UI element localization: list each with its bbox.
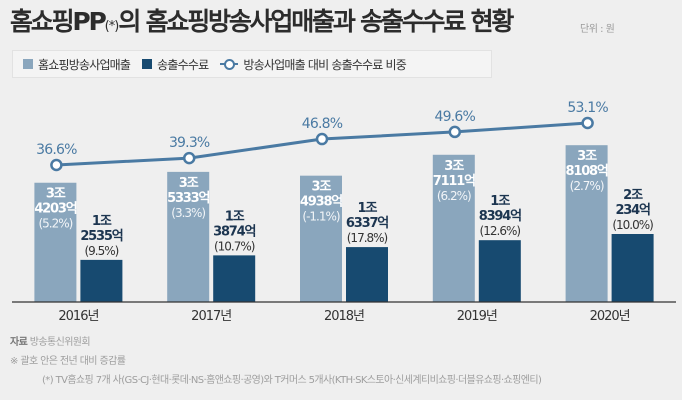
- ratio-label: 46.8%: [302, 116, 343, 132]
- legend: 홈쇼핑방송사업매출 송출수수료 방송사업매출 대비 송출수수료 비중: [12, 50, 492, 78]
- legend-item-fee: 송출수수료: [142, 56, 209, 73]
- source-label: 자료: [10, 337, 28, 348]
- note-line: ※ 괄호 안은 전년 대비 증감률: [10, 352, 126, 367]
- bar-label-fee-pct: (10.7%): [214, 239, 255, 253]
- source-text: 방송통신위원회: [29, 337, 91, 348]
- ratio-label: 49.6%: [435, 109, 476, 125]
- bar-label-fee-pct: (10.0%): [612, 218, 653, 232]
- bar-label-revenue-mid: 4203억: [34, 202, 76, 217]
- x-tick-label: 2016년: [58, 309, 98, 324]
- ratio-point: [50, 158, 63, 172]
- bar-label-fee-pct: (17.8%): [347, 231, 388, 245]
- footnote: (*) TV홈쇼핑 7개 사(GS·CJ·현대·롯데·NS·홈앤쇼핑·공영)와 …: [42, 375, 542, 386]
- bar-label-revenue-top: 3조: [577, 149, 597, 164]
- bar-label-fee-top: 1조: [490, 194, 510, 209]
- ratio-label: 36.6%: [36, 142, 77, 158]
- unit-label: 단위 : 원: [580, 24, 615, 35]
- bar-fee: [611, 234, 654, 302]
- bar-label-revenue-top: 3조: [444, 159, 464, 174]
- bar-fee: [346, 247, 388, 302]
- ratio-point: [182, 151, 196, 165]
- x-tick-label: 2020년: [590, 309, 630, 324]
- chart-title: 홈쇼핑PP(*)의 홈쇼핑방송사업매출과 송출수수료 현황: [10, 2, 514, 38]
- bar-revenue: [565, 145, 608, 302]
- bar-label-revenue-pct: (-1.1%): [302, 210, 339, 224]
- bar-label-revenue-pct: (3.3%): [171, 206, 205, 220]
- bar-label-fee-mid: 2535억: [80, 229, 122, 244]
- bar-label-fee-pct: (9.5%): [84, 244, 118, 258]
- bar-label-fee-mid: 234억: [615, 203, 650, 218]
- bar-label-revenue-top: 3조: [46, 187, 66, 202]
- bar-revenue: [167, 171, 210, 302]
- legend-label: 홈쇼핑방송사업매출: [38, 57, 131, 72]
- ratio-point: [448, 125, 462, 139]
- bar-label-fee-top: 1조: [357, 201, 377, 216]
- ratio-label: 39.3%: [169, 135, 210, 151]
- line-marker-icon: [220, 59, 239, 70]
- bar-label-fee-top: 1조: [92, 214, 112, 229]
- bar-label-revenue-mid: 7111억: [433, 174, 475, 189]
- title-asterisk: (*): [104, 19, 120, 34]
- bar-label-fee-mid: 8394억: [479, 209, 521, 224]
- bar-label-revenue-pct: (6.2%): [437, 189, 471, 203]
- bar-label-fee-top: 1조: [225, 209, 245, 224]
- bar-label-revenue-mid: 5333억: [167, 191, 209, 206]
- bar-label-revenue-top: 3조: [179, 176, 199, 191]
- legend-swatch-revenue: [23, 59, 33, 69]
- bar-label-revenue-pct: (2.7%): [570, 179, 604, 193]
- ratio-point: [315, 132, 329, 146]
- bar-label-revenue-pct: (5.2%): [38, 217, 72, 231]
- legend-item-revenue: 홈쇼핑방송사업매출: [23, 56, 131, 73]
- bar-fee: [80, 259, 123, 302]
- title-main: 홈쇼핑PP: [10, 7, 107, 36]
- bar-fee: [478, 240, 521, 302]
- bar-label-revenue-top: 3조: [311, 180, 331, 195]
- bar-fee: [213, 255, 256, 302]
- x-tick-label: 2019년: [457, 309, 497, 324]
- ratio-label: 53.1%: [567, 100, 608, 116]
- x-tick-label: 2018년: [324, 309, 364, 324]
- bar-revenue: [432, 154, 475, 302]
- x-tick-label: 2017년: [191, 309, 231, 324]
- note-mark: ※: [10, 356, 18, 367]
- bar-revenue: [300, 175, 342, 302]
- legend-swatch-fee: [142, 59, 153, 69]
- ratio-point: [581, 116, 594, 130]
- bar-label-fee-mid: 3874억: [213, 224, 255, 239]
- bar-revenue: [34, 182, 77, 302]
- bar-label-fee-pct: (12.6%): [480, 224, 521, 238]
- title-rest: 의 홈쇼핑방송사업매출과 송출수수료 현황: [118, 7, 514, 36]
- bar-label-revenue-mid: 8108억: [566, 164, 608, 179]
- legend-label: 방송사업매출 대비 송출수수료 비중: [243, 57, 407, 72]
- bar-label-fee-top: 2조: [623, 188, 643, 203]
- bar-label-fee-mid: 6337억: [346, 216, 388, 231]
- source-line: 자료 방송통신위원회: [10, 333, 91, 348]
- legend-label: 송출수수료: [157, 57, 209, 72]
- legend-item-ratio: 방송사업매출 대비 송출수수료 비중: [220, 56, 407, 73]
- note-text: 괄호 안은 전년 대비 증감률: [20, 356, 126, 367]
- bar-label-revenue-mid: 4938억: [300, 195, 342, 210]
